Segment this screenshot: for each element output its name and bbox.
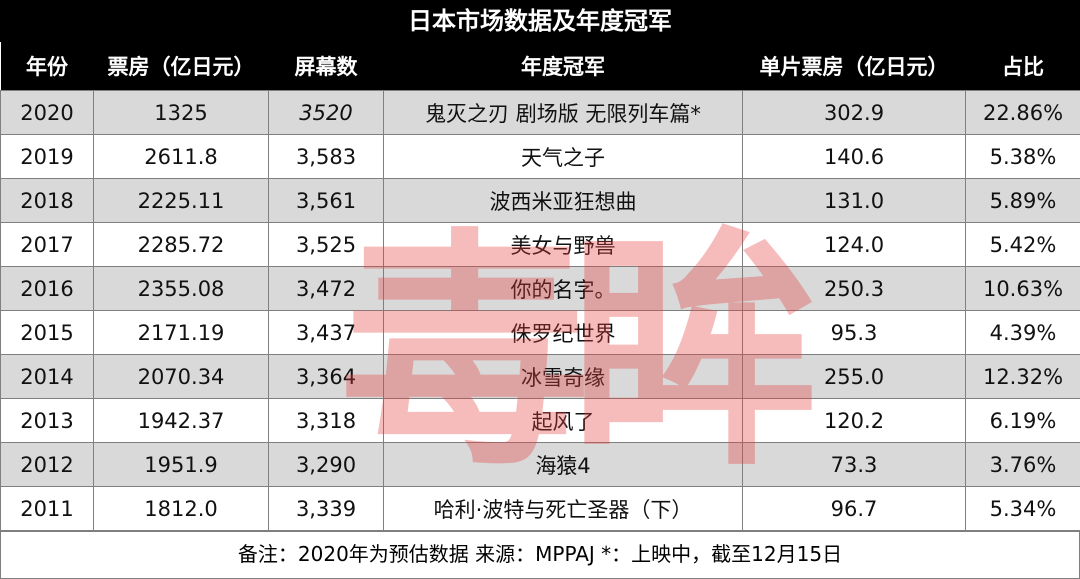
table-cell: 5.34% (966, 487, 1080, 531)
table-cell: 3,290 (269, 443, 384, 487)
table-cell: 1812.0 (94, 487, 269, 531)
header-row: 年份票房（亿日元）屏幕数年度冠军单片票房（亿日元）占比 (1, 42, 1080, 91)
table-cell: 2355.08 (94, 267, 269, 311)
header-cell: 票房（亿日元） (94, 42, 269, 91)
title: 日本市场数据及年度冠军 (0, 0, 1080, 42)
table-cell: 4.39% (966, 311, 1080, 355)
table-cell: 侏罗纪世界 (384, 311, 743, 355)
table-cell: 2171.19 (94, 311, 269, 355)
table-cell: 302.9 (743, 91, 966, 135)
table-cell: 2016 (1, 267, 94, 311)
table-cell: 天气之子 (384, 135, 743, 179)
table-cell: 1951.9 (94, 443, 269, 487)
table-cell: 3,437 (269, 311, 384, 355)
table-cell: 海猿4 (384, 443, 743, 487)
header-cell: 占比 (966, 42, 1080, 91)
table-cell: 冰雪奇缘 (384, 355, 743, 399)
table-cell: 3,583 (269, 135, 384, 179)
table-cell: 1325 (94, 91, 269, 135)
table-cell: 2015 (1, 311, 94, 355)
table-cell: 2012 (1, 443, 94, 487)
table-cell: 96.7 (743, 487, 966, 531)
table-cell: 3,364 (269, 355, 384, 399)
table-cell: 2017 (1, 223, 94, 267)
table-cell: 波西米亚狂想曲 (384, 179, 743, 223)
table-cell: 2070.34 (94, 355, 269, 399)
table-cell: 3520 (269, 91, 384, 135)
table-cell: 2225.11 (94, 179, 269, 223)
table-cell: 2013 (1, 399, 94, 443)
table-cell: 2018 (1, 179, 94, 223)
table-cell: 5.38% (966, 135, 1080, 179)
table-cell: 140.6 (743, 135, 966, 179)
table-cell: 3,339 (269, 487, 384, 531)
table-cell: 10.63% (966, 267, 1080, 311)
table-cell: 12.32% (966, 355, 1080, 399)
header-cell: 年份 (1, 42, 94, 91)
table-cell: 美女与野兽 (384, 223, 743, 267)
header-cell: 年度冠军 (384, 42, 743, 91)
header-cell: 屏幕数 (269, 42, 384, 91)
table-cell: 2019 (1, 135, 94, 179)
table-cell: 哈利·波特与死亡圣器（下） (384, 487, 743, 531)
table-cell: 3.76% (966, 443, 1080, 487)
table-cell: 95.3 (743, 311, 966, 355)
table-cell: 3,472 (269, 267, 384, 311)
table-cell: 2011 (1, 487, 94, 531)
footer-note: 备注：2020年为预估数据 来源：MPPAJ *：上映中，截至12月15日 (0, 531, 1080, 579)
table-cell: 255.0 (743, 355, 966, 399)
table-cell: 鬼灭之刃 剧场版 无限列车篇* (384, 91, 743, 135)
table-cell: 124.0 (743, 223, 966, 267)
table-cell: 73.3 (743, 443, 966, 487)
table-cell: 5.89% (966, 179, 1080, 223)
table-cell: 5.42% (966, 223, 1080, 267)
table-cell: 3,525 (269, 223, 384, 267)
table-cell: 250.3 (743, 267, 966, 311)
table-cell: 131.0 (743, 179, 966, 223)
table-cell: 6.19% (966, 399, 1080, 443)
table-cell: 3,561 (269, 179, 384, 223)
table-cell: 2020 (1, 91, 94, 135)
table-cell: 1942.37 (94, 399, 269, 443)
header-cell: 单片票房（亿日元） (743, 42, 966, 91)
table-cell: 22.86% (966, 91, 1080, 135)
table-cell: 你的名字。 (384, 267, 743, 311)
table-cell: 起风了 (384, 399, 743, 443)
table-cell: 2285.72 (94, 223, 269, 267)
table-cell: 120.2 (743, 399, 966, 443)
table-cell: 2611.8 (94, 135, 269, 179)
table-cell: 3,318 (269, 399, 384, 443)
table-cell: 2014 (1, 355, 94, 399)
